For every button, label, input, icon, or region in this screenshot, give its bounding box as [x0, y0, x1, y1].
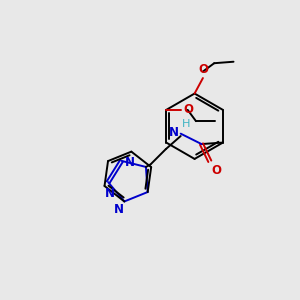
- Text: O: O: [184, 103, 194, 116]
- Text: N: N: [125, 156, 135, 169]
- Text: H: H: [182, 119, 190, 129]
- Text: N: N: [114, 203, 124, 216]
- Text: O: O: [212, 164, 222, 177]
- Text: N: N: [169, 126, 179, 139]
- Text: O: O: [198, 63, 208, 76]
- Text: N: N: [105, 187, 115, 200]
